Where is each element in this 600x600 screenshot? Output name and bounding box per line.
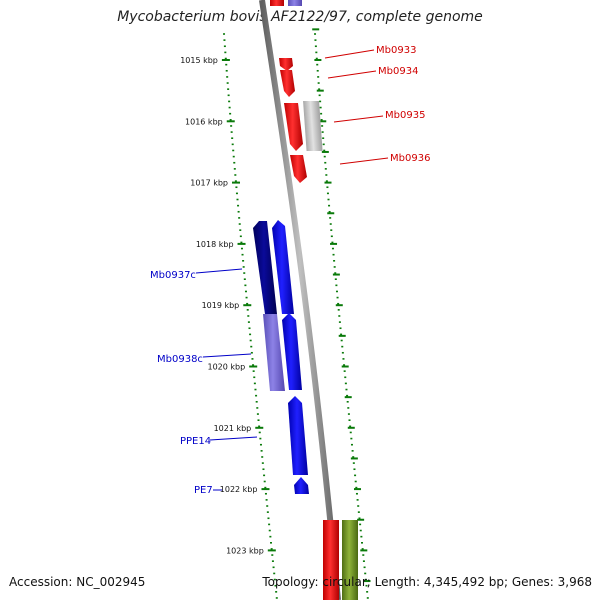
leader-mb0937c — [195, 268, 243, 274]
gene-mb0937c-arrow[interactable] — [253, 221, 277, 314]
gene-label-mb0938c[interactable]: Mb0938c — [157, 354, 203, 365]
gene-mb0933-arrow[interactable] — [279, 58, 293, 71]
leader-mb0938c — [202, 353, 252, 358]
leader-mb0933 — [324, 49, 375, 59]
genome-summary-text: Topology: circular; Length: 4,345,492 bp… — [262, 575, 592, 589]
gene-label-mb0933[interactable]: Mb0933 — [376, 45, 416, 56]
top-red-feature[interactable] — [270, 0, 284, 6]
tick-label-1023: 1023 kbp — [226, 546, 264, 555]
leader-mb0936 — [339, 157, 389, 165]
gene-ppe14-arrow[interactable] — [288, 396, 308, 475]
tick-label-1016: 1016 kbp — [185, 117, 223, 126]
inner-tick-ring — [221, 33, 278, 599]
gene-label-ppe14[interactable]: PPE14 — [180, 436, 211, 447]
gene-label-mb0936[interactable]: Mb0936 — [390, 153, 430, 164]
gene-mb0934-arrow[interactable] — [280, 70, 295, 97]
leader-mb0935 — [333, 115, 384, 123]
gene-blue-arrow-2[interactable] — [282, 313, 302, 390]
gene-mb0935-arrow[interactable] — [284, 103, 303, 151]
gene-label-mb0937c[interactable]: Mb0937c — [150, 270, 196, 281]
gene-blue-arrow-1[interactable] — [272, 220, 294, 314]
bottom-green-feature[interactable] — [342, 520, 358, 600]
gene-label-mb0934[interactable]: Mb0934 — [378, 66, 418, 77]
tick-label-1020: 1020 kbp — [207, 363, 245, 372]
tick-labels: 1015 kbp 1016 kbp 1017 kbp 1018 kbp 1019 kbp… — [180, 56, 264, 555]
grey-feature[interactable] — [303, 101, 323, 151]
outer-tick-ring — [312, 28, 371, 599]
gene-mb0938c-arrow[interactable] — [263, 314, 285, 391]
gene-mb0936-arrow[interactable] — [290, 155, 307, 183]
tick-label-1019: 1019 kbp — [202, 301, 240, 310]
tick-label-1022: 1022 kbp — [220, 485, 258, 494]
gene-label-mb0935[interactable]: Mb0935 — [385, 110, 425, 121]
tick-label-1021: 1021 kbp — [214, 424, 252, 433]
accession-text: Accession: NC_002945 — [9, 575, 146, 589]
tick-label-1018: 1018 kbp — [196, 240, 234, 249]
tick-label-1015: 1015 kbp — [180, 56, 218, 65]
genome-backbone — [259, 0, 341, 600]
gene-label-pe7[interactable]: PE7 — [194, 485, 213, 496]
leader-ppe14 — [209, 436, 258, 441]
top-lilac-feature[interactable] — [288, 0, 302, 6]
tick-label-1017: 1017 kbp — [190, 179, 228, 188]
map-title: Mycobacterium bovis AF2122/97, complete … — [117, 9, 483, 25]
bottom-red-feature[interactable] — [323, 520, 339, 600]
leader-mb0934 — [327, 70, 377, 79]
gene-pe7-arrow[interactable] — [294, 477, 309, 494]
